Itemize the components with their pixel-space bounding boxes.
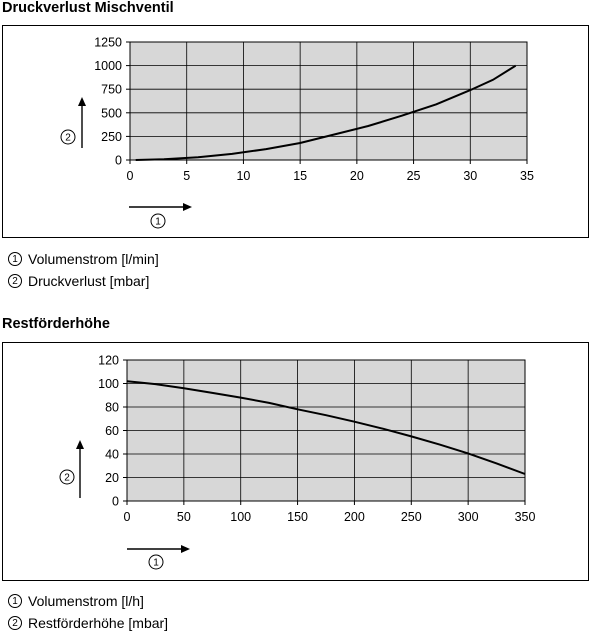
legend-marker: 1	[8, 252, 22, 266]
x-tick-label: 20	[350, 169, 364, 183]
plot-area	[129, 41, 528, 161]
chart1-plot: 0 5 10 15 20 25 30 35 0 250 500 750 1000 1250 2 1	[60, 36, 534, 229]
y-axis-marker-circle	[60, 129, 76, 145]
y-tick-label: 60	[105, 424, 119, 438]
chart2-legend-item-2: 2 Restförderhöhe [mbar]	[8, 612, 168, 634]
legend-label: Restförderhöhe [mbar]	[28, 615, 169, 631]
x-axis-arrow-head	[183, 203, 192, 211]
legend-label: Volumenstrom [l/h]	[28, 593, 144, 609]
x-tick-label: 200	[344, 510, 365, 524]
chart1-title: Druckverlust Mischventil	[2, 0, 174, 16]
y-tick-label: 20	[105, 471, 119, 485]
legend-marker: 2	[8, 616, 22, 630]
y-axis-marker: 2	[60, 129, 76, 145]
x-axis-marker-label: 1	[155, 217, 161, 228]
x-axis-marker-circle	[150, 213, 166, 229]
x-tick-label: 250	[401, 510, 422, 524]
chart2-title: Restförderhöhe	[2, 316, 110, 332]
x-tick-label: 30	[463, 169, 477, 183]
x-axis-arrow-head	[181, 545, 190, 553]
x-axis-marker: 1	[150, 213, 166, 229]
x-tick-label: 300	[458, 510, 479, 524]
y-axis-marker: 2	[59, 469, 75, 485]
y-tick-label: 250	[101, 130, 122, 144]
chart1-legend: 1 Volumenstrom [l/min] 2 Druckverlust [m…	[8, 248, 159, 292]
x-tick-label: 0	[127, 169, 134, 183]
chart2-legend: 1 Volumenstrom [l/h] 2 Restförderhöhe [m…	[8, 590, 168, 634]
x-tick-label: 50	[177, 510, 191, 524]
y-axis-marker-label: 2	[65, 133, 71, 144]
series-line	[126, 380, 526, 475]
y-tick-label: 750	[101, 83, 122, 97]
x-tick-label: 10	[236, 169, 250, 183]
x-axis-marker-circle	[148, 554, 164, 570]
chart1-legend-item-2: 2 Druckverlust [mbar]	[8, 270, 159, 292]
x-tick-label: 35	[520, 169, 534, 183]
y-tick-label: 0	[115, 154, 122, 168]
y-axis-arrow-head	[76, 440, 84, 449]
x-axis-marker: 1	[148, 554, 164, 570]
y-tick-label: 0	[112, 495, 119, 509]
y-tick-label: 1000	[94, 59, 122, 73]
x-tick-label: 15	[293, 169, 307, 183]
chart1-frame: 0 5 10 15 20 25 30 35 0 250 500 750 1000 1250 2 1	[2, 25, 589, 238]
legend-marker: 2	[8, 274, 22, 288]
chart2-frame: 0 50 100 150 200 250 300 350 0 20 40 60 80 100 120 2 1	[2, 342, 589, 581]
x-tick-label: 100	[230, 510, 251, 524]
chart2-plot: 0 50 100 150 200 250 300 350 0 20 40 60 80 100 120 2 1	[59, 354, 536, 570]
y-axis-marker-label: 2	[64, 473, 70, 484]
legend-label: Druckverlust [mbar]	[28, 273, 150, 289]
legend-marker: 1	[8, 594, 22, 608]
y-tick-label: 120	[98, 354, 119, 368]
x-tick-label: 150	[287, 510, 308, 524]
y-tick-label: 40	[105, 448, 119, 462]
series-line	[135, 64, 517, 161]
y-axis-marker-circle	[59, 469, 75, 485]
y-tick-label: 100	[98, 377, 119, 391]
y-tick-label: 1250	[94, 36, 122, 50]
x-tick-label: 25	[407, 169, 421, 183]
x-tick-label: 5	[183, 169, 190, 183]
chart1-legend-item-1: 1 Volumenstrom [l/min]	[8, 248, 159, 270]
x-tick-label: 350	[515, 510, 536, 524]
y-axis-arrow-head	[78, 97, 86, 106]
legend-label: Volumenstrom [l/min]	[28, 251, 159, 267]
x-tick-label: 0	[124, 510, 131, 524]
chart2-legend-item-1: 1 Volumenstrom [l/h]	[8, 590, 168, 612]
y-tick-label: 80	[105, 401, 119, 415]
x-axis-marker-label: 1	[153, 558, 159, 569]
y-tick-label: 500	[101, 106, 122, 120]
